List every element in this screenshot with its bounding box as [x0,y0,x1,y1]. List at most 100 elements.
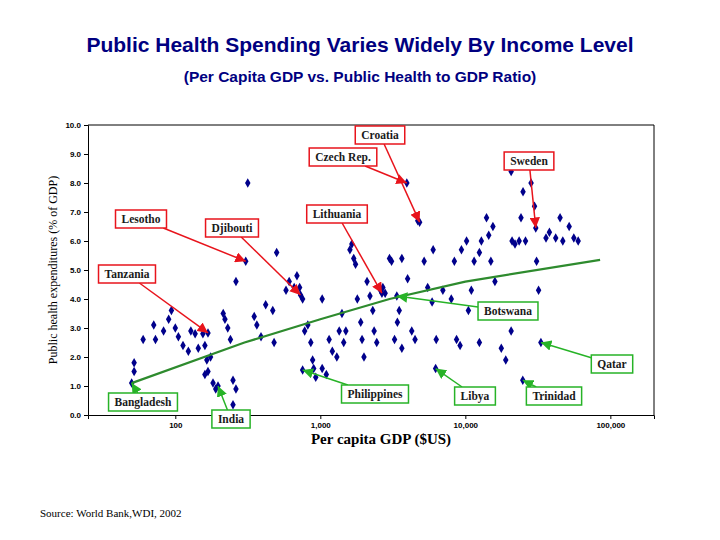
scatter-point [477,338,482,347]
scatter-point [319,294,324,303]
annotation-box [206,219,259,237]
annotation: Qatar [541,343,633,374]
y-axis-tick: 4.0 [70,295,88,304]
scatter-point [196,344,201,353]
y-axis-tick-label: 7.0 [70,208,82,217]
x-axis-tick-label: 1,000 [311,421,332,430]
y-axis-tick-mark [84,183,88,184]
y-axis-tick-label: 5.0 [70,266,82,275]
scatter-point [308,338,313,347]
annotation: Lithuania [307,205,382,293]
scatter-point [270,306,275,315]
x-axis-tick-mark [320,415,321,419]
scatter-point [534,257,539,266]
scatter-point [469,286,474,295]
y-axis-tick-mark [84,270,88,271]
plot-frame [88,125,654,415]
plot-marks [129,167,600,410]
scatter-point [153,335,158,344]
scatter-point [449,294,454,303]
y-axis-tick: 9.0 [70,150,88,159]
scatter-point [202,370,207,379]
scatter-point [547,228,552,237]
scatter-point [575,236,580,245]
y-axis-tick: 0.0 [70,411,88,420]
annotation-label: Czech Rep. [315,151,371,164]
x-axis-tick: 100,000 [596,415,625,430]
y-axis-tick-mark [84,357,88,358]
x-axis-line [89,416,655,420]
y-axis-tick-mark [84,241,88,242]
chart-svg: Public Health Spending Varies Widely By … [0,0,720,540]
source-note: Source: World Bank,WDI, 2002 [40,507,182,519]
annotation-box [478,302,538,320]
scatter-point [294,271,299,280]
scatter-point [560,236,565,245]
scatter-point [457,341,462,350]
y-axis-tick: 10.0 [65,121,88,130]
scatter-point [477,248,482,257]
scatter-point [370,306,375,315]
annotation-box [504,152,554,170]
annotation: Djibouti [206,219,301,295]
y-axis-tick-label: 2.0 [70,353,82,362]
scatter-point [466,306,471,315]
scatter-point [516,236,521,245]
y-axis-tick-mark [84,212,88,213]
scatter-point [459,245,464,254]
y-axis-tick-mark [84,154,88,155]
scatter-point [359,335,364,344]
scatter-point [263,300,268,309]
scatter-point [151,320,156,329]
annotation-arrow [397,296,478,307]
scatter-point [233,277,238,286]
scatter-point [225,323,230,332]
annotation-box [591,355,632,373]
annotation-arrow [530,170,536,228]
y-axis-tick-label: 6.0 [70,237,82,246]
annotation: Trinidad [523,380,582,405]
scatter-point [297,283,302,292]
y-axis-tick: 2.0 [70,353,88,362]
annotation-label: Libya [461,390,490,403]
scatter-point [523,236,528,245]
annotation-label: Tanzania [105,268,150,280]
scatter-point [367,291,372,300]
x-axis-tick-mark [610,415,611,419]
scatter-point [310,355,315,364]
scatter-point [412,335,417,344]
y-axis: 0.01.02.03.04.05.06.07.08.09.010.0 [65,121,88,420]
annotation-label: Bangladesh [115,396,172,409]
scatter-point [326,335,331,344]
scatter-point [192,329,197,338]
scatter-point [471,257,476,266]
scatter-point [161,326,166,335]
annotation-arrow [365,166,407,183]
scatter-point [319,364,324,373]
annotation-label: Lithuania [313,208,362,220]
annotation-arrow [303,370,348,385]
y-axis-tick-label: 3.0 [70,324,82,333]
x-axis-tick-label: 100,000 [596,421,625,430]
scatter-point [557,213,562,222]
y-axis-tick-label: 4.0 [70,295,82,304]
y-axis-tick-mark [84,328,88,329]
x-axis-tick-label: 100 [169,421,183,430]
scatter-point [173,323,178,332]
scatter-point [421,257,426,266]
scatter-point [409,326,414,335]
chart-subtitle: (Per Capita GDP vs. Public Health to GDP… [184,68,537,85]
annotation-box [99,265,156,283]
scatter-point [405,274,410,283]
y-axis-title: Public health expenditures (% of GDP) [46,176,60,364]
scatter-point [176,332,181,341]
scatter-point [343,326,348,335]
scatter-point [430,245,435,254]
y-axis-tick-label: 1.0 [70,382,82,391]
scatter-point [131,358,136,367]
scatter-point [233,384,238,393]
annotation: Bangladesh [109,383,178,411]
scatter-point [140,335,145,344]
annotation-arrow [241,237,300,295]
annotation-box [355,126,404,144]
